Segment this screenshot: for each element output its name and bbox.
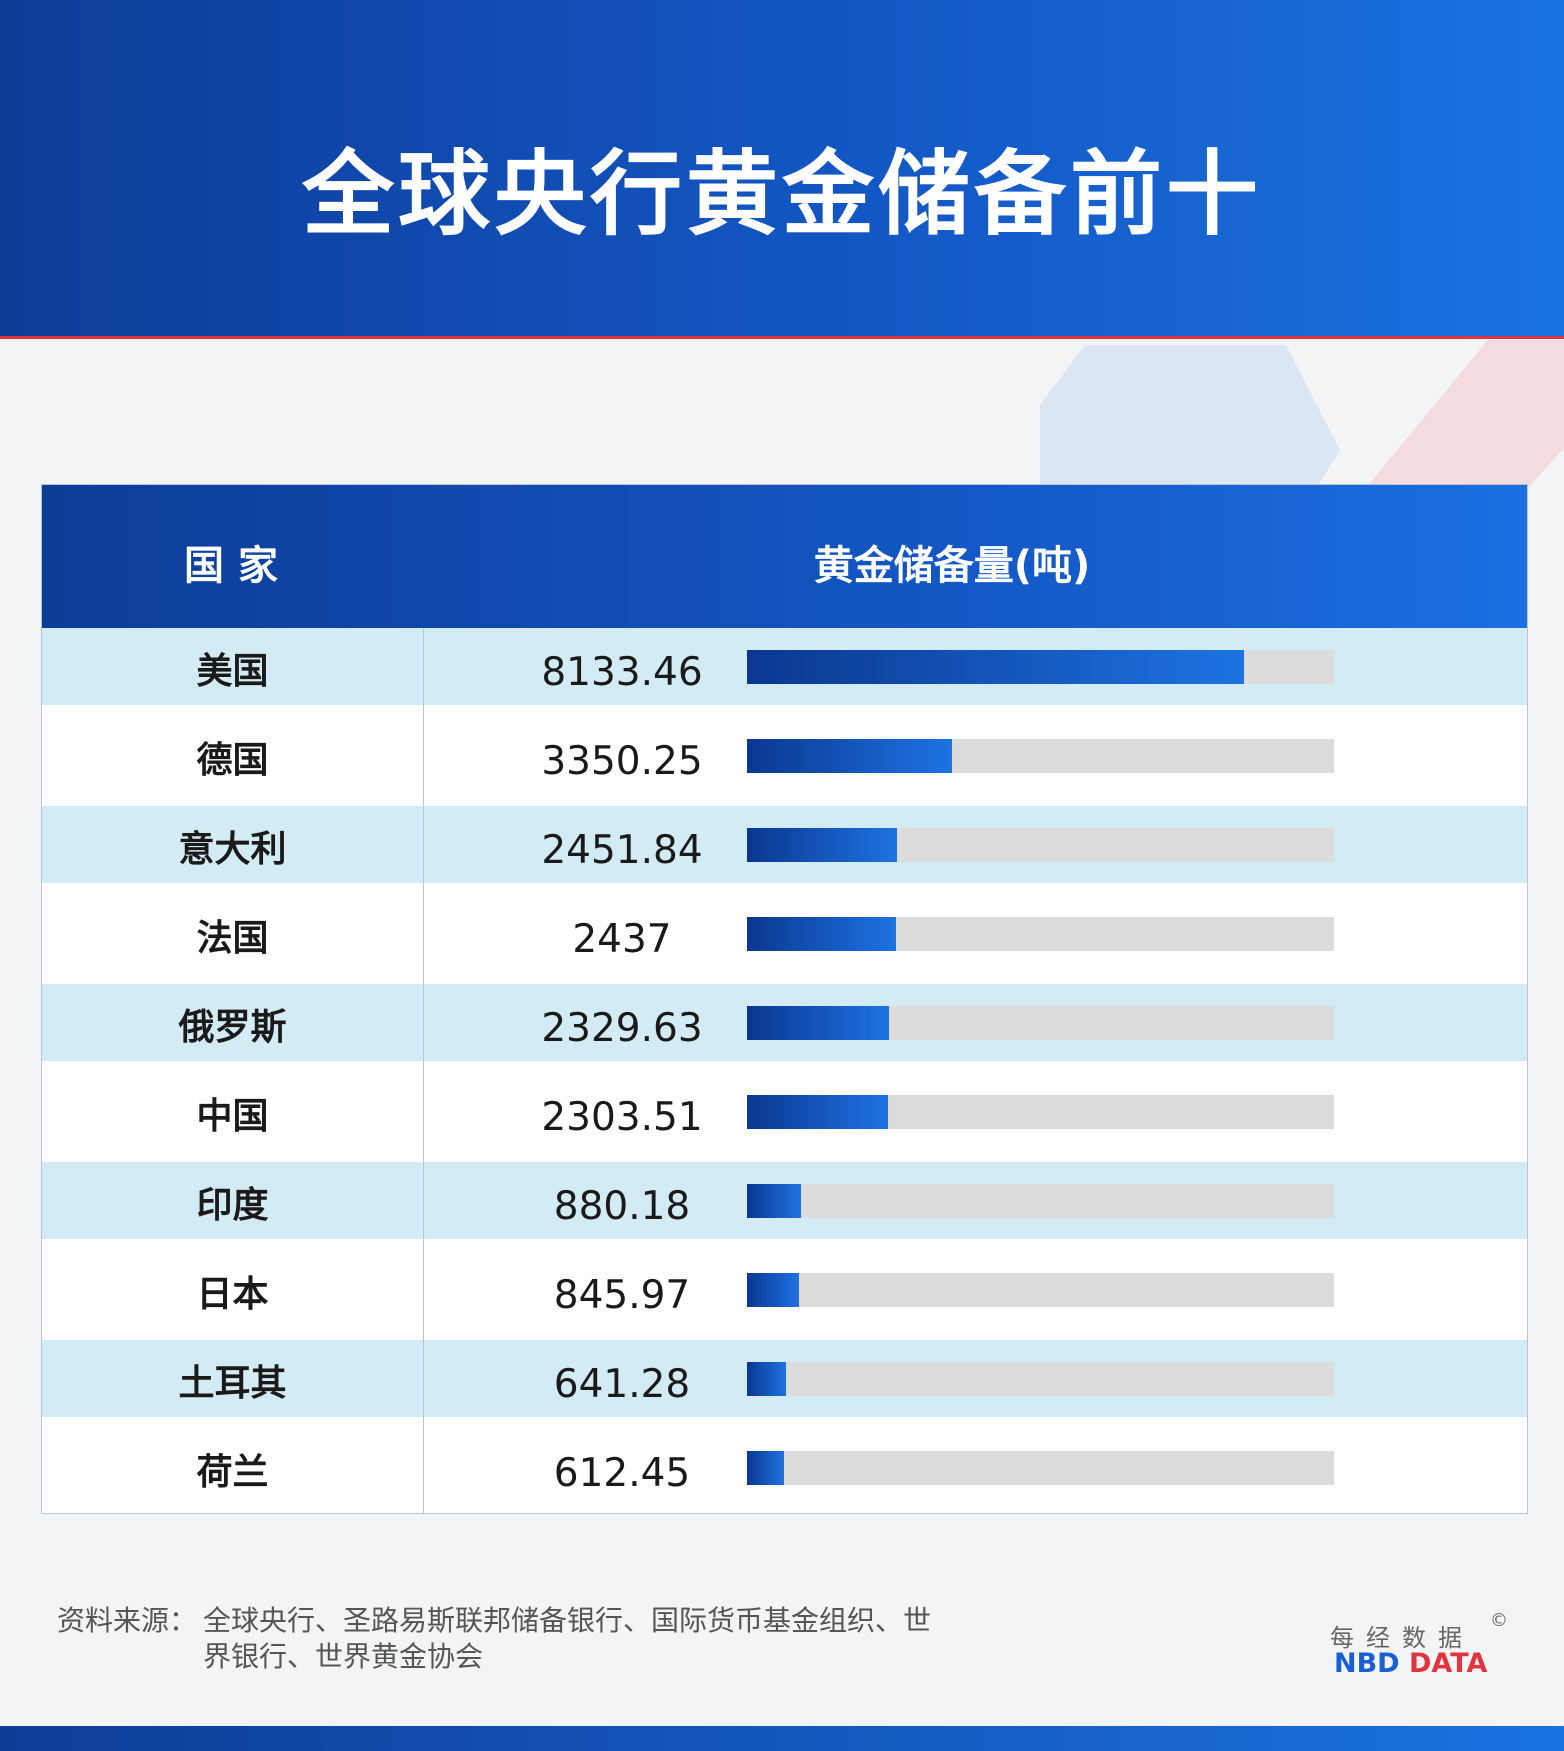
bar-track [747, 1006, 1334, 1040]
bar [747, 1451, 784, 1485]
table-row: 美国 8133.46 [42, 628, 1527, 717]
country-label: 俄罗斯 [178, 1007, 287, 1048]
brand-nbd: NBD [1334, 1648, 1400, 1679]
bar [747, 650, 1244, 684]
bar [747, 1273, 799, 1307]
column-divider [423, 628, 424, 1513]
source-text: 全球央行、圣路易斯联邦储备银行、国际货币基金组织、世界银行、世界黄金协会 [203, 1604, 932, 1673]
table-row: 土耳其 641.28 [42, 1340, 1527, 1429]
value-label: 2329.63 [541, 1006, 703, 1051]
value-label: 3350.25 [541, 739, 703, 784]
country-label: 美国 [196, 651, 269, 692]
bar-track [747, 739, 1334, 773]
bar [747, 917, 896, 951]
header-banner: 全球央行黄金储备前十 [0, 0, 1564, 339]
value-label: 845.97 [553, 1273, 691, 1318]
country-label: 德国 [196, 740, 269, 781]
bar-track [747, 1095, 1334, 1129]
value-label: 641.28 [553, 1362, 691, 1407]
country-label: 印度 [196, 1185, 269, 1226]
gold-reserve-table: 国家 黄金储备量(吨) 美国 8133.46 德国 3350.25 意大利 2451.84… [41, 484, 1528, 1514]
bar [747, 1362, 786, 1396]
value-label: 612.45 [553, 1451, 691, 1496]
page-title: 全球央行黄金储备前十 [301, 141, 1262, 248]
table-row: 俄罗斯 2329.63 [42, 984, 1527, 1073]
country-label: 日本 [196, 1274, 269, 1315]
bar [747, 828, 897, 862]
bar [747, 1006, 889, 1040]
bar-track [747, 650, 1334, 684]
column-header-country: 国家 [184, 543, 292, 589]
table-row: 日本 845.97 [42, 1251, 1527, 1340]
column-header-value: 黄金储备量(吨) [813, 543, 1091, 589]
table-row: 荷兰 612.45 [42, 1429, 1527, 1518]
bar-track [747, 1184, 1334, 1218]
source-note: 资料来源： 全球央行、圣路易斯联邦储备银行、国际货币基金组织、世界银行、世界黄金协… [57, 1603, 957, 1675]
bar [747, 1184, 801, 1218]
table-header: 国家 黄金储备量(吨) [42, 485, 1527, 628]
country-label: 中国 [196, 1096, 269, 1137]
source-label: 资料来源： [57, 1604, 198, 1637]
bar-track [747, 1273, 1334, 1307]
brand-data: DATA [1409, 1648, 1488, 1679]
value-label: 2303.51 [541, 1095, 703, 1140]
table-row: 德国 3350.25 [42, 717, 1527, 806]
bar-track [747, 1362, 1334, 1396]
bar-track [747, 1451, 1334, 1485]
value-label: 8133.46 [541, 650, 703, 695]
footer-bar [0, 1726, 1564, 1751]
table-row: 中国 2303.51 [42, 1073, 1527, 1162]
copyright-mark: © [1490, 1610, 1508, 1631]
country-label: 法国 [196, 918, 269, 959]
bar [747, 1095, 888, 1129]
table-row: 意大利 2451.84 [42, 806, 1527, 895]
brand-logo: NBD DATA [1334, 1648, 1487, 1679]
value-label: 2451.84 [541, 828, 703, 873]
table-row: 法国 2437 [42, 895, 1527, 984]
country-label: 土耳其 [178, 1363, 287, 1404]
value-label: 2437 [572, 917, 672, 962]
country-label: 意大利 [178, 829, 287, 870]
value-label: 880.18 [553, 1184, 691, 1229]
bar-track [747, 828, 1334, 862]
table-row: 印度 880.18 [42, 1162, 1527, 1251]
brand-name-cn: 每经数据 [1330, 1624, 1474, 1652]
country-label: 荷兰 [196, 1452, 269, 1493]
bar [747, 739, 952, 773]
bar-track [747, 917, 1334, 951]
